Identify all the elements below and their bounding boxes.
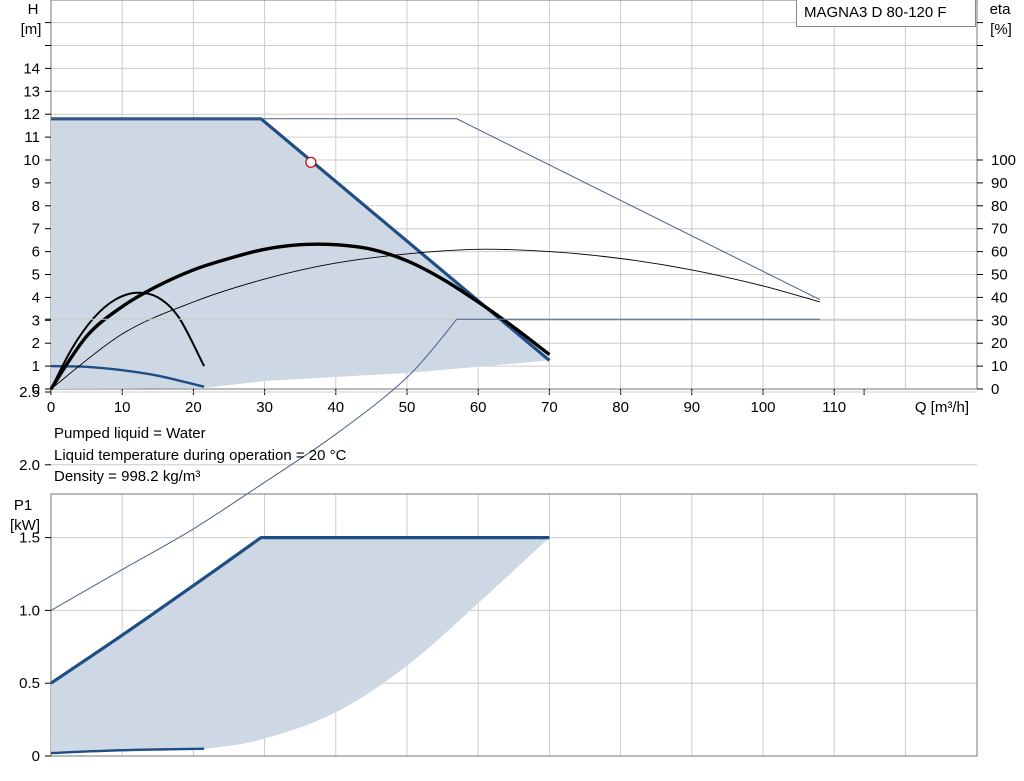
curve-eta-max-parallel [50, 248, 821, 390]
y-tick-label-left: 5 [32, 267, 40, 284]
y-axis-label-right-unit: [%] [990, 21, 1012, 38]
x-tick-label: 30 [256, 399, 273, 416]
y-axis-label-unit: [kW] [10, 517, 40, 534]
curve-eta-min [50, 291, 205, 390]
y-tick-label: 1.0 [19, 602, 40, 619]
y-tick-label-left: 6 [32, 244, 40, 261]
curve-min [50, 747, 205, 755]
x-tick-label: 60 [470, 399, 487, 416]
x-tick-label: 50 [399, 399, 416, 416]
curve-max-parallel [51, 118, 821, 301]
y-tick-label-left: 3 [32, 312, 40, 329]
y-tick-label-right: 40 [991, 289, 1008, 306]
y-tick-label: 0 [32, 748, 40, 765]
plot-frame [50, 493, 978, 757]
x-tick-label: 80 [612, 399, 629, 416]
y-tick-label-left: 8 [32, 198, 40, 215]
x-tick-label: 0 [47, 399, 55, 416]
y-tick-label-right: 90 [991, 175, 1008, 192]
operating-area [51, 118, 550, 390]
y-tick-label-left: 11 [24, 129, 40, 146]
y-tick-label-left: 4 [32, 289, 40, 306]
x-axis-label: Q [m³/h] [915, 399, 969, 416]
x-tick-label: 10 [114, 399, 131, 416]
y-tick-label-left: 2 [32, 335, 40, 352]
y-tick-label-right: 70 [991, 221, 1008, 238]
y-axis-label-left-unit: [m] [21, 21, 42, 38]
y-axis-label-left: H [28, 1, 39, 18]
y-tick-label-right: 80 [991, 198, 1008, 215]
x-tick-label: 70 [541, 399, 558, 416]
y-tick-label-right: 50 [991, 267, 1008, 284]
y-tick-label-left: 10 [23, 152, 40, 169]
y-tick-label-right: 0 [991, 381, 999, 398]
x-tick-label: 100 [750, 399, 775, 416]
curve-max-parallel [50, 318, 820, 611]
y-tick-label-left: 12 [23, 106, 40, 123]
duty-point-marker [305, 156, 317, 168]
y-tick-label-left: 1 [32, 358, 40, 375]
y-tick-label-left: 0 [32, 381, 40, 398]
y-tick-label-left: 9 [32, 175, 40, 192]
y-tick-label-right: 30 [991, 312, 1008, 329]
x-tick-label: 20 [185, 399, 202, 416]
power-chart: 0 0.5 1.0 1.5 2.0 2.5 P1 [kW] [10, 318, 978, 765]
y-tick-label: 2.5 [19, 384, 40, 401]
x-tick-label: 90 [683, 399, 700, 416]
x-tick-label: 40 [327, 399, 344, 416]
y-axis-label: P1 [14, 497, 32, 514]
info-density: Density = 998.2 kg/m³ [54, 468, 201, 485]
y-tick-label-right: 10 [991, 358, 1008, 375]
y-tick-label-left: 14 [23, 60, 40, 77]
curve-min [50, 364, 205, 388]
y-tick-label-right: 100 [991, 152, 1016, 169]
y-tick-label-left: 13 [23, 83, 40, 100]
info-temperature: Liquid temperature during operation = 20… [54, 447, 347, 464]
curve-eta-max-single [49, 242, 551, 390]
y-tick-label-right: 60 [991, 244, 1008, 261]
model-label: MAGNA3 D 80-120 F [796, 0, 976, 27]
curve-max-single [50, 536, 550, 685]
info-liquid: Pumped liquid = Water [54, 425, 206, 442]
y-axis-label-right: eta [990, 1, 1012, 18]
y-tick-label-right: 20 [991, 335, 1008, 352]
x-tick-label: 110 [822, 399, 846, 416]
qh-chart: 0 10 20 30 40 50 60 70 80 90 100 110 Q [m³/h]0123456… [21, 0, 1016, 416]
y-tick-label: 0.5 [19, 675, 40, 692]
y-tick-label-left: 7 [32, 221, 40, 238]
y-tick-label: 2.0 [19, 457, 40, 474]
operating-area [51, 537, 550, 754]
y-tick-label: 1.5 [19, 530, 40, 547]
